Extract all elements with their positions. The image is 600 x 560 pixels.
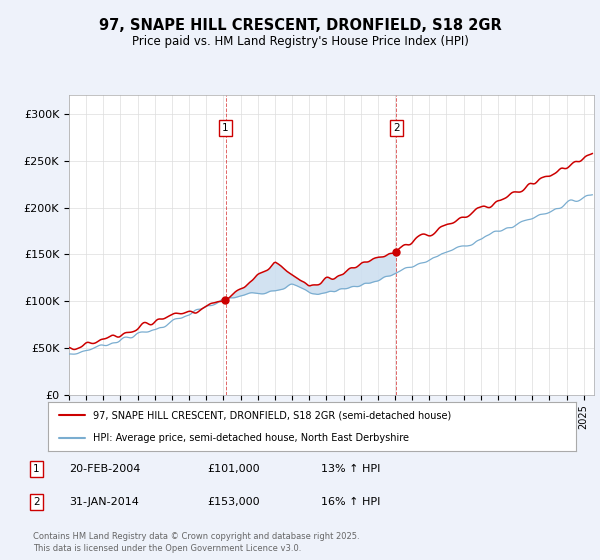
Text: 1: 1 <box>33 464 40 474</box>
Text: £101,000: £101,000 <box>207 464 260 474</box>
Text: 16% ↑ HPI: 16% ↑ HPI <box>321 497 380 507</box>
Text: 31-JAN-2014: 31-JAN-2014 <box>69 497 139 507</box>
Text: 2: 2 <box>393 123 400 133</box>
Text: Price paid vs. HM Land Registry's House Price Index (HPI): Price paid vs. HM Land Registry's House … <box>131 35 469 49</box>
Text: £153,000: £153,000 <box>207 497 260 507</box>
Text: 13% ↑ HPI: 13% ↑ HPI <box>321 464 380 474</box>
Text: 97, SNAPE HILL CRESCENT, DRONFIELD, S18 2GR: 97, SNAPE HILL CRESCENT, DRONFIELD, S18 … <box>98 18 502 32</box>
Text: 97, SNAPE HILL CRESCENT, DRONFIELD, S18 2GR (semi-detached house): 97, SNAPE HILL CRESCENT, DRONFIELD, S18 … <box>93 410 451 421</box>
Text: HPI: Average price, semi-detached house, North East Derbyshire: HPI: Average price, semi-detached house,… <box>93 433 409 443</box>
Text: 20-FEB-2004: 20-FEB-2004 <box>69 464 140 474</box>
Text: 1: 1 <box>222 123 229 133</box>
Text: 2: 2 <box>33 497 40 507</box>
Text: Contains HM Land Registry data © Crown copyright and database right 2025.
This d: Contains HM Land Registry data © Crown c… <box>33 533 359 553</box>
